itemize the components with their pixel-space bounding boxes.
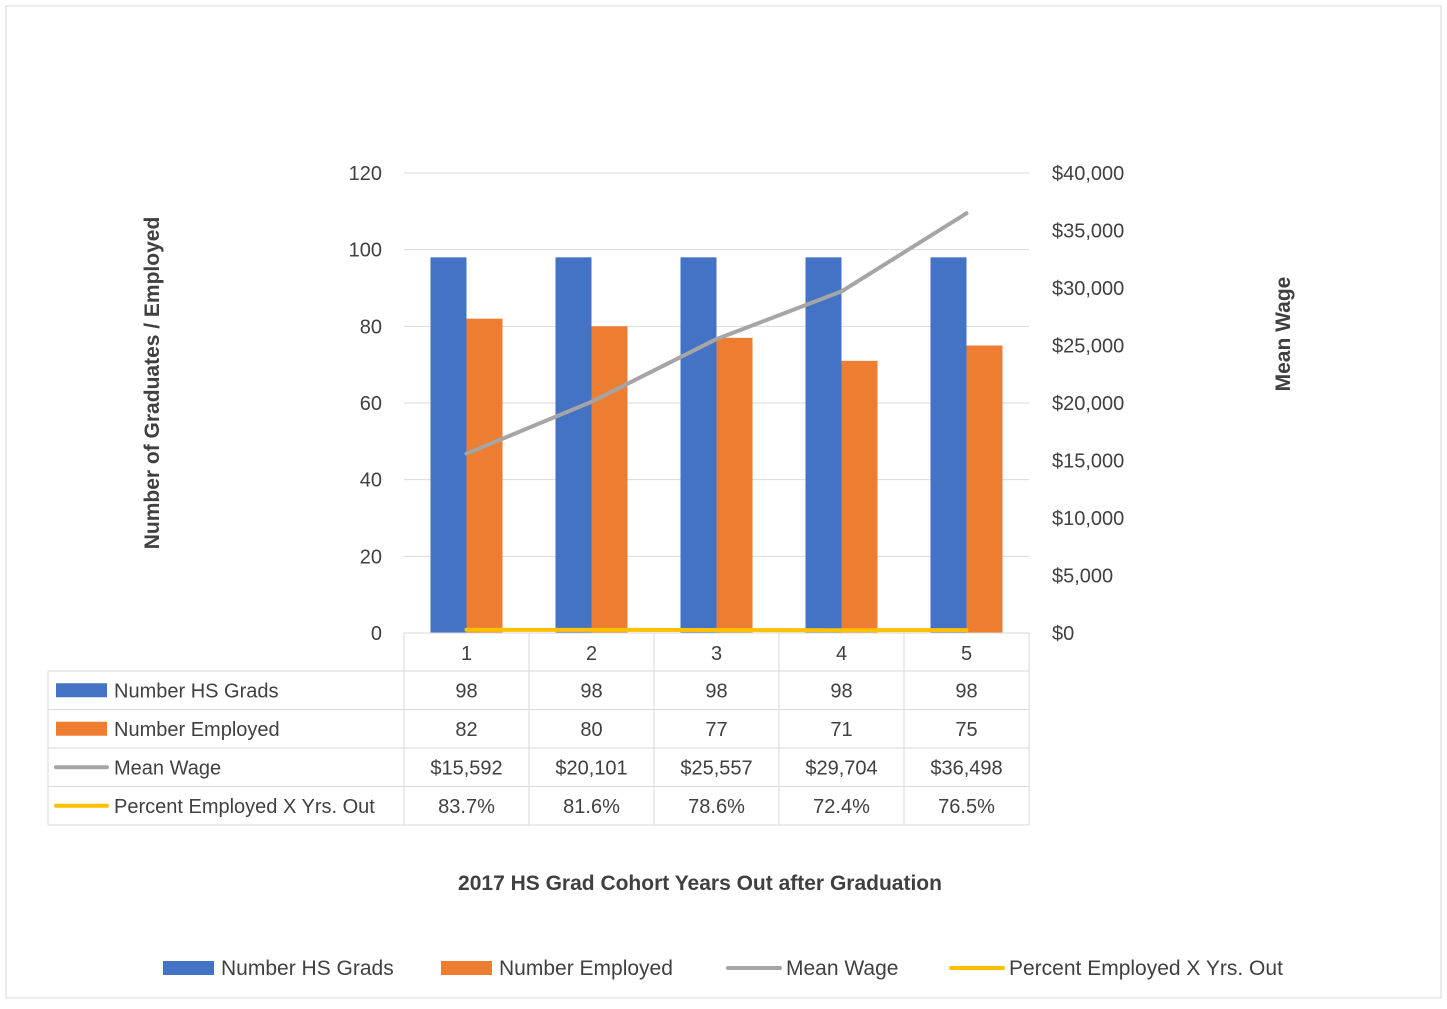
table-cell: 98 xyxy=(830,680,852,702)
table-cell: 76.5% xyxy=(938,796,995,818)
y-right-tick-label: $15,000 xyxy=(1052,451,1124,473)
bar-number-hs-grads xyxy=(931,257,967,633)
table-cell: $29,704 xyxy=(805,757,877,779)
table-legend-key xyxy=(56,683,107,697)
legend-label: Number HS Grads xyxy=(221,957,394,980)
legend-label: Mean Wage xyxy=(786,957,898,980)
legend-label: Number Employed xyxy=(499,957,673,980)
y-right-tick-label: $40,000 xyxy=(1052,163,1124,185)
table-row-label: Percent Employed X Yrs. Out xyxy=(114,796,375,818)
bar-number-employed xyxy=(842,361,878,633)
table-legend-key xyxy=(56,722,107,736)
table-cell: 98 xyxy=(455,680,477,702)
table-cell: $36,498 xyxy=(930,757,1002,779)
y-right-tick-label: $25,000 xyxy=(1052,336,1124,358)
y-left-tick-label: 120 xyxy=(349,163,382,185)
table-row-label: Number Employed xyxy=(114,719,280,741)
y-right-tick-label: $35,000 xyxy=(1052,221,1124,243)
bar-number-hs-grads xyxy=(431,257,467,633)
table-cell: 71 xyxy=(830,719,852,741)
x-axis-title: 2017 HS Grad Cohort Years Out after Grad… xyxy=(458,872,942,895)
table-cell: $15,592 xyxy=(430,757,502,779)
legend-label: Percent Employed X Yrs. Out xyxy=(1009,957,1283,980)
y-left-tick-label: 40 xyxy=(360,470,382,492)
y-left-axis-title: Number of Graduates / Employed xyxy=(141,217,164,550)
x-tick-label: 3 xyxy=(711,643,722,665)
x-tick-label: 2 xyxy=(586,643,597,665)
bar-number-employed xyxy=(967,346,1003,634)
table-cell: 78.6% xyxy=(688,796,745,818)
table-cell: 82 xyxy=(455,719,477,741)
table-cell: 72.4% xyxy=(813,796,870,818)
table-cell: 83.7% xyxy=(438,796,495,818)
table-cell: 75 xyxy=(955,719,977,741)
table-cell: 98 xyxy=(580,680,602,702)
table-cell: $20,101 xyxy=(555,757,627,779)
table-cell: $25,557 xyxy=(680,757,752,779)
y-right-axis-title: Mean Wage xyxy=(1272,277,1295,392)
table-cell: 98 xyxy=(705,680,727,702)
y-right-tick-label: $10,000 xyxy=(1052,508,1124,530)
x-tick-label: 4 xyxy=(836,643,847,665)
table-row-label: Mean Wage xyxy=(114,757,221,779)
y-right-tick-label: $20,000 xyxy=(1052,393,1124,415)
bar-number-employed xyxy=(717,338,753,633)
y-right-tick-label: $5,000 xyxy=(1052,566,1113,588)
y-right-tick-label: $30,000 xyxy=(1052,278,1124,300)
legend-key xyxy=(441,961,492,975)
y-right-tick-label: $0 xyxy=(1052,623,1074,645)
y-left-tick-label: 100 xyxy=(349,240,382,262)
x-tick-label: 5 xyxy=(961,643,972,665)
legend-key xyxy=(163,961,214,975)
bar-number-hs-grads xyxy=(556,257,592,633)
table-cell: 81.6% xyxy=(563,796,620,818)
table-cell: 77 xyxy=(705,719,727,741)
x-tick-label: 1 xyxy=(461,643,472,665)
y-left-tick-label: 0 xyxy=(371,623,382,645)
bar-number-employed xyxy=(467,319,503,633)
table-cell: 80 xyxy=(580,719,602,741)
table-cell: 98 xyxy=(955,680,977,702)
bar-number-hs-grads xyxy=(681,257,717,633)
bar-number-employed xyxy=(592,326,628,633)
y-left-tick-label: 20 xyxy=(360,546,382,568)
bar-number-hs-grads xyxy=(806,257,842,633)
table-row-label: Number HS Grads xyxy=(114,680,279,702)
y-left-tick-label: 80 xyxy=(360,316,382,338)
y-left-tick-label: 60 xyxy=(360,393,382,415)
